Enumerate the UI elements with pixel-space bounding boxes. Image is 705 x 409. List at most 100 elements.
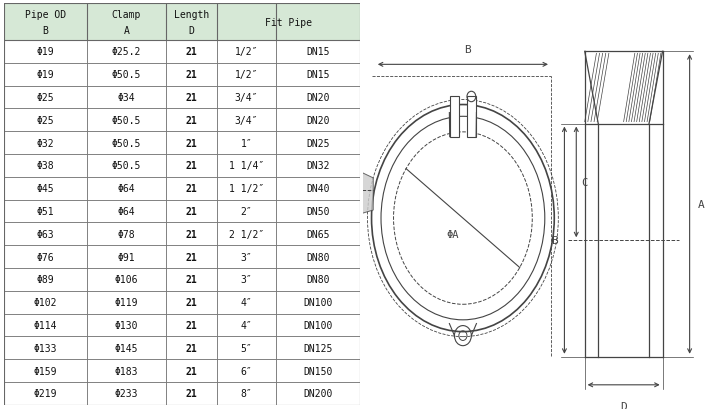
Text: 21: 21: [185, 320, 197, 330]
Text: 3/4″: 3/4″: [235, 116, 258, 126]
Text: 1 1/4″: 1 1/4″: [229, 161, 264, 171]
Text: Φ51: Φ51: [37, 207, 54, 216]
Text: Φ63: Φ63: [37, 229, 54, 239]
Bar: [87, 155, 166, 178]
Bar: [4, 223, 87, 246]
Bar: [217, 246, 276, 268]
Bar: [217, 132, 276, 155]
Bar: [276, 291, 360, 314]
Text: C: C: [582, 178, 587, 187]
Bar: [4, 86, 87, 109]
Bar: [166, 132, 217, 155]
Bar: [87, 200, 166, 223]
Text: 21: 21: [185, 116, 197, 126]
Bar: [87, 132, 166, 155]
Bar: [4, 314, 87, 337]
Bar: [166, 178, 217, 200]
Text: Φ130: Φ130: [115, 320, 138, 330]
Text: 3/4″: 3/4″: [235, 93, 258, 103]
Bar: [166, 382, 217, 405]
Bar: [166, 314, 217, 337]
Text: Φ64: Φ64: [118, 207, 135, 216]
Bar: [4, 382, 87, 405]
Text: 21: 21: [185, 298, 197, 308]
Bar: [217, 268, 276, 291]
Text: 21: 21: [185, 207, 197, 216]
Bar: [4, 155, 87, 178]
Bar: [4, 4, 360, 41]
Bar: [217, 291, 276, 314]
Bar: [450, 97, 459, 137]
Text: Φ19: Φ19: [37, 47, 54, 57]
Text: Φ76: Φ76: [37, 252, 54, 262]
Text: Φ119: Φ119: [115, 298, 138, 308]
Text: Φ102: Φ102: [34, 298, 57, 308]
Text: DN80: DN80: [306, 252, 329, 262]
Text: 21: 21: [185, 275, 197, 285]
Text: 6″: 6″: [240, 366, 252, 376]
Text: Φ34: Φ34: [118, 93, 135, 103]
Text: 21: 21: [185, 138, 197, 148]
Text: DN80: DN80: [306, 275, 329, 285]
Text: 21: 21: [185, 47, 197, 57]
Text: Φ219: Φ219: [34, 389, 57, 398]
Text: Φ114: Φ114: [34, 320, 57, 330]
Bar: [4, 109, 87, 132]
Bar: [276, 178, 360, 200]
Text: Φ78: Φ78: [118, 229, 135, 239]
Text: Φ50.5: Φ50.5: [111, 138, 141, 148]
Text: ΦA: ΦA: [446, 229, 459, 240]
Text: 21: 21: [185, 366, 197, 376]
Text: 3″: 3″: [240, 275, 252, 285]
Text: 21: 21: [185, 70, 197, 80]
Bar: [4, 64, 87, 86]
Text: DN15: DN15: [306, 47, 329, 57]
Bar: [4, 178, 87, 200]
Text: Φ106: Φ106: [115, 275, 138, 285]
Text: 5″: 5″: [240, 343, 252, 353]
Text: DN20: DN20: [306, 93, 329, 103]
Text: DN25: DN25: [306, 138, 329, 148]
Bar: [87, 246, 166, 268]
Text: DN20: DN20: [306, 116, 329, 126]
Text: Length: Length: [173, 10, 209, 20]
Bar: [276, 268, 360, 291]
Bar: [217, 200, 276, 223]
Bar: [166, 246, 217, 268]
Bar: [87, 223, 166, 246]
Text: DN40: DN40: [306, 184, 329, 194]
Text: Φ233: Φ233: [115, 389, 138, 398]
Polygon shape: [329, 162, 373, 218]
Bar: [217, 178, 276, 200]
Bar: [4, 41, 87, 64]
Bar: [87, 337, 166, 360]
Text: 21: 21: [185, 389, 197, 398]
Text: DN50: DN50: [306, 207, 329, 216]
Text: Fit Pipe: Fit Pipe: [265, 18, 312, 27]
Bar: [166, 291, 217, 314]
Bar: [276, 337, 360, 360]
Text: Φ19: Φ19: [37, 70, 54, 80]
Bar: [217, 382, 276, 405]
Text: B: B: [465, 45, 472, 55]
Text: Φ45: Φ45: [37, 184, 54, 194]
Text: D: D: [620, 401, 627, 409]
Text: DN100: DN100: [303, 298, 332, 308]
Bar: [87, 178, 166, 200]
Text: D: D: [188, 26, 195, 36]
Text: Φ91: Φ91: [118, 252, 135, 262]
Text: 21: 21: [185, 343, 197, 353]
Text: 8″: 8″: [240, 389, 252, 398]
Text: Φ50.5: Φ50.5: [111, 116, 141, 126]
Bar: [166, 41, 217, 64]
Bar: [166, 360, 217, 382]
Bar: [217, 64, 276, 86]
Bar: [166, 223, 217, 246]
Bar: [166, 155, 217, 178]
Bar: [4, 200, 87, 223]
Bar: [276, 41, 360, 64]
Bar: [4, 360, 87, 382]
Bar: [217, 360, 276, 382]
Text: Φ159: Φ159: [34, 366, 57, 376]
Bar: [4, 291, 87, 314]
